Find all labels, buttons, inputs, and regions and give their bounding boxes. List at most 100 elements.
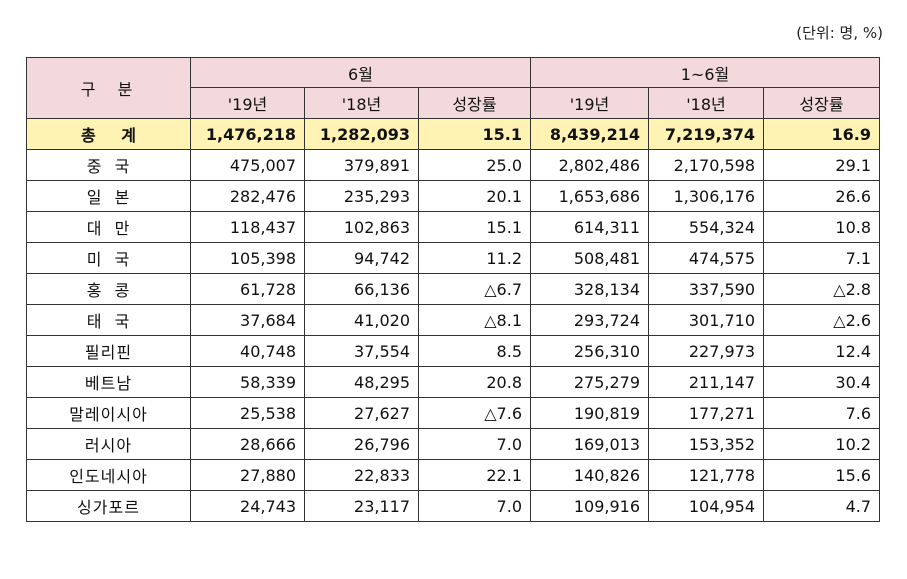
row-category: 대 만: [26, 211, 191, 243]
row-category: 러시아: [26, 428, 191, 460]
cell-ytd-2019: 8,439,214: [530, 118, 649, 150]
table-row: 홍 콩 61,728 66,136 △6.7 328,134 337,590 △2.8: [26, 273, 881, 305]
cell-ytd-2018: 1,306,176: [648, 180, 764, 212]
cell-month-2019: 40,748: [190, 335, 305, 367]
cell-month-growth: 7.0: [418, 428, 531, 460]
cell-month-2018: 379,891: [304, 149, 419, 181]
cell-ytd-2019: 109,916: [530, 490, 649, 522]
row-category: 싱가포르: [26, 490, 191, 522]
cell-ytd-2018: 337,590: [648, 273, 764, 305]
cell-ytd-growth: 12.4: [762, 335, 881, 367]
cell-ytd-growth: 7.6: [762, 397, 881, 429]
cell-ytd-growth: 4.7: [762, 490, 881, 522]
cell-month-growth: 20.1: [418, 180, 531, 212]
cell-ytd-2019: 1,653,686: [530, 180, 649, 212]
cell-month-growth: 25.0: [418, 149, 531, 181]
visitor-stats-table: 구 분 6월 1~6월 '19년 '18년 성장률 '19년 '18년 성장률 …: [26, 57, 881, 522]
row-category: 필리핀: [26, 335, 191, 367]
table-row: 태 국 37,684 41,020 △8.1 293,724 301,710 △2.6: [26, 304, 881, 336]
cell-ytd-2018: 2,170,598: [648, 149, 764, 181]
cell-ytd-2018: 177,271: [648, 397, 764, 429]
row-category: 중 국: [26, 149, 191, 181]
row-category: 홍 콩: [26, 273, 191, 305]
cell-ytd-2019: 614,311: [530, 211, 649, 243]
cell-month-2019: 475,007: [190, 149, 305, 181]
cell-ytd-2019: 2,802,486: [530, 149, 649, 181]
cell-month-2019: 61,728: [190, 273, 305, 305]
cell-month-growth: △6.7: [418, 273, 531, 305]
cell-month-growth: △8.1: [418, 304, 531, 336]
header-ytd-group: 1~6월: [529, 57, 881, 88]
cell-month-2018: 102,863: [304, 211, 419, 243]
cell-ytd-growth: 15.6: [762, 459, 881, 491]
row-category: 베트남: [26, 366, 191, 398]
cell-month-2018: 26,796: [304, 428, 419, 460]
cell-month-growth: △7.6: [418, 397, 531, 429]
cell-month-2018: 27,627: [304, 397, 419, 429]
cell-month-2018: 41,020: [304, 304, 419, 336]
cell-month-2019: 118,437: [190, 211, 305, 243]
header-ytd-2018: '18년: [648, 87, 764, 119]
cell-ytd-2019: 190,819: [530, 397, 649, 429]
cell-ytd-growth: 26.6: [762, 180, 881, 212]
cell-ytd-2019: 169,013: [530, 428, 649, 460]
table-row: 베트남 58,339 48,295 20.8 275,279 211,147 30.4: [26, 366, 881, 398]
table-row: 대 만 118,437 102,863 15.1 614,311 554,324 10.8: [26, 211, 881, 243]
cell-month-2018: 66,136: [304, 273, 419, 305]
cell-ytd-2019: 140,826: [530, 459, 649, 491]
cell-month-2018: 23,117: [304, 490, 419, 522]
header-ytd-2019: '19년: [530, 87, 649, 119]
header-month-group: 6월: [190, 57, 531, 88]
table-row: 말레이시아 25,538 27,627 △7.6 190,819 177,271 7.6: [26, 397, 881, 429]
cell-ytd-growth: 10.8: [762, 211, 881, 243]
cell-month-2018: 37,554: [304, 335, 419, 367]
cell-ytd-growth: 16.9: [762, 118, 881, 150]
cell-ytd-2019: 293,724: [530, 304, 649, 336]
cell-month-2019: 58,339: [190, 366, 305, 398]
table-row: 중 국 475,007 379,891 25.0 2,802,486 2,170,598 2…: [26, 149, 881, 181]
cell-month-growth: 15.1: [418, 118, 531, 150]
cell-ytd-2018: 554,324: [648, 211, 764, 243]
header-category: 구 분: [26, 57, 191, 119]
cell-ytd-growth: 10.2: [762, 428, 881, 460]
cell-ytd-growth: 7.1: [762, 242, 881, 274]
cell-month-2019: 24,743: [190, 490, 305, 522]
row-category: 인도네시아: [26, 459, 191, 491]
cell-ytd-2018: 104,954: [648, 490, 764, 522]
table-row: 필리핀 40,748 37,554 8.5 256,310 227,973 12.4: [26, 335, 881, 367]
cell-month-2018: 1,282,093: [304, 118, 419, 150]
cell-ytd-growth: 30.4: [762, 366, 881, 398]
cell-ytd-2018: 121,778: [648, 459, 764, 491]
table-row: 인도네시아 27,880 22,833 22.1 140,826 121,778 15.6: [26, 459, 881, 491]
cell-month-2018: 235,293: [304, 180, 419, 212]
header-month-2018: '18년: [304, 87, 419, 119]
cell-month-2019: 25,538: [190, 397, 305, 429]
table-header: 구 분 6월 1~6월 '19년 '18년 성장률 '19년 '18년 성장률: [26, 57, 881, 119]
cell-ytd-2018: 7,219,374: [648, 118, 764, 150]
cell-ytd-2019: 256,310: [530, 335, 649, 367]
cell-month-2018: 94,742: [304, 242, 419, 274]
cell-ytd-2019: 508,481: [530, 242, 649, 274]
table-row: 미 국 105,398 94,742 11.2 508,481 474,575 7.1: [26, 242, 881, 274]
cell-month-2019: 27,880: [190, 459, 305, 491]
cell-ytd-2019: 275,279: [530, 366, 649, 398]
cell-month-2019: 37,684: [190, 304, 305, 336]
total-row: 총 계 1,476,218 1,282,093 15.1 8,439,214 7,219,…: [26, 118, 881, 150]
cell-ytd-growth: △2.8: [762, 273, 881, 305]
cell-month-growth: 7.0: [418, 490, 531, 522]
header-ytd-growth: 성장률: [762, 87, 881, 119]
row-category: 태 국: [26, 304, 191, 336]
cell-ytd-growth: △2.6: [762, 304, 881, 336]
cell-month-2018: 22,833: [304, 459, 419, 491]
cell-month-2018: 48,295: [304, 366, 419, 398]
cell-month-growth: 22.1: [418, 459, 531, 491]
cell-ytd-2018: 474,575: [648, 242, 764, 274]
cell-month-2019: 1,476,218: [190, 118, 305, 150]
row-category: 일 본: [26, 180, 191, 212]
header-month-growth: 성장률: [418, 87, 531, 119]
row-category: 총 계: [26, 118, 191, 150]
cell-month-2019: 28,666: [190, 428, 305, 460]
cell-ytd-2018: 211,147: [648, 366, 764, 398]
cell-month-growth: 15.1: [418, 211, 531, 243]
row-category: 미 국: [26, 242, 191, 274]
